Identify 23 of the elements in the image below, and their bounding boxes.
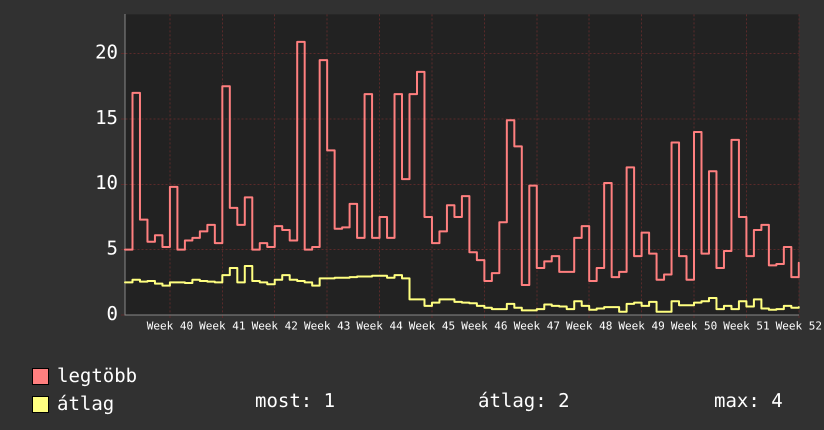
x-tick-label: Week 49	[618, 319, 665, 332]
x-tick-label: Week 52	[776, 319, 822, 332]
x-tick-label: Week 43	[304, 319, 350, 332]
y-tick-label: 0	[106, 302, 118, 325]
x-tick-label: Week 42	[252, 319, 298, 332]
text: átlag: 2	[478, 390, 570, 412]
x-tick-label: Week 46	[461, 319, 508, 332]
x-tick-label: Week 45	[408, 319, 456, 332]
x-tick-label: Week 41	[199, 319, 246, 332]
x-tick-label: Week 50	[670, 319, 718, 332]
x-tick-label: Week 40	[146, 319, 194, 332]
legend-label: átlag	[57, 392, 114, 417]
x-tick-label: Week 44	[356, 319, 404, 332]
text: most: 1	[255, 390, 336, 412]
y-tick-label: 15	[95, 106, 118, 129]
text: max: 4	[714, 390, 783, 412]
y-tick-label: 5	[106, 238, 118, 260]
y-tick-label: 10	[95, 172, 118, 194]
legend-label: legtöbb	[57, 364, 138, 389]
x-tick-label: Week 51	[723, 319, 770, 332]
y-tick-label: 20	[95, 42, 118, 64]
x-tick-label: Week 47	[514, 319, 560, 332]
x-tick-label: Week 48	[566, 319, 612, 332]
